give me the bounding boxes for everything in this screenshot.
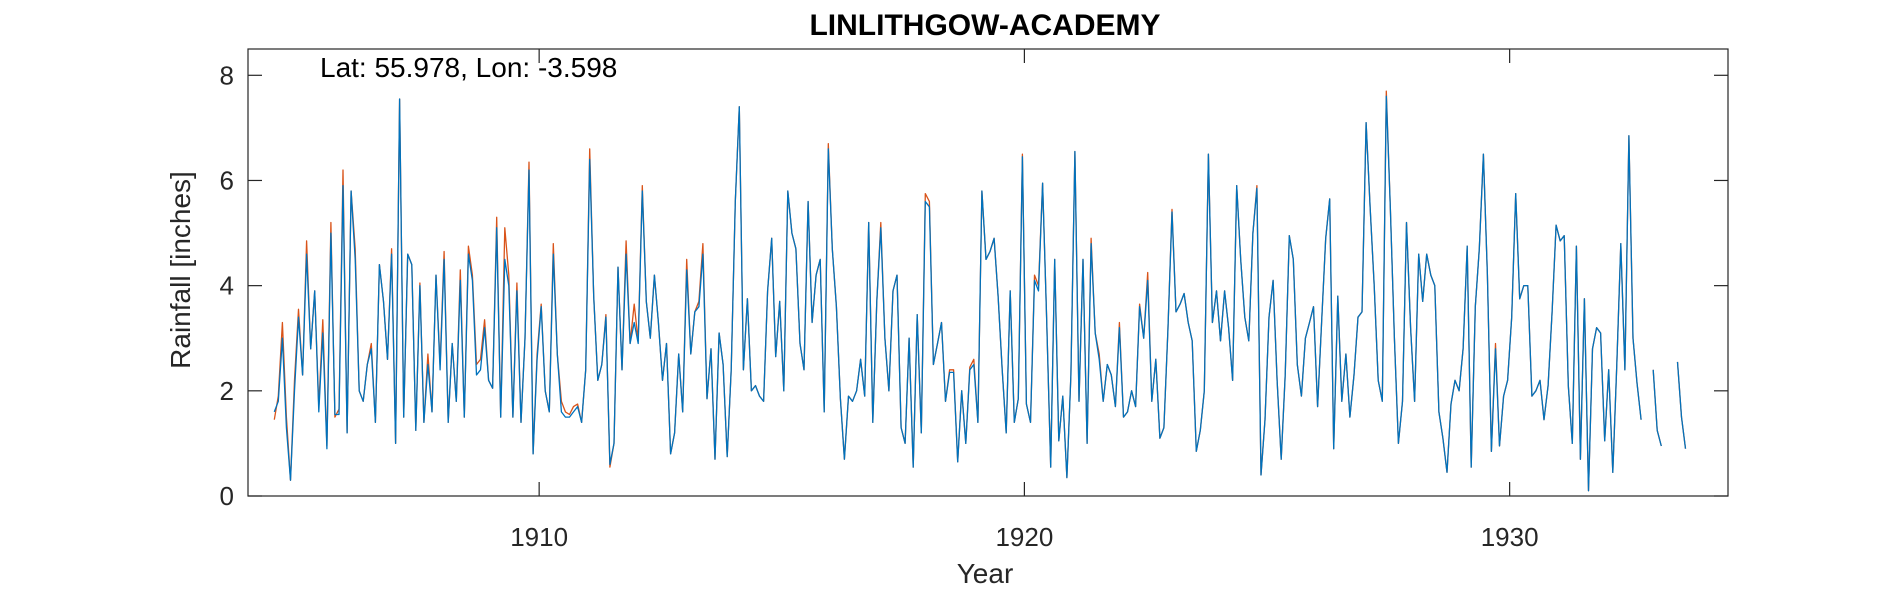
chart-title: LINLITHGOW-ACADEMY	[809, 9, 1160, 42]
series-line-1	[273, 95, 1687, 492]
plot-frame	[247, 48, 1729, 497]
y-tick-label: 4	[220, 271, 234, 301]
x-tick-label: 1910	[510, 522, 568, 552]
x-tick-label: 1920	[995, 522, 1053, 552]
y-axis-title: Rainfall [inches]	[165, 171, 196, 369]
series-layer	[273, 90, 1687, 492]
x-tick-label: 1930	[1481, 522, 1539, 552]
text-layer: LINLITHGOW-ACADEMY Lat: 55.978, Lon: -3.…	[165, 9, 1161, 589]
location-annotation: Lat: 55.978, Lon: -3.598	[320, 52, 617, 83]
y-tick-label: 8	[220, 60, 234, 90]
axes-layer: 0 2 4 6 8 1910 1920 1930	[220, 48, 1729, 552]
x-axis-title: Year	[957, 558, 1014, 589]
y-tick-label: 0	[220, 481, 234, 511]
y-tick-label: 2	[220, 376, 234, 406]
y-tick-label: 6	[220, 165, 234, 195]
